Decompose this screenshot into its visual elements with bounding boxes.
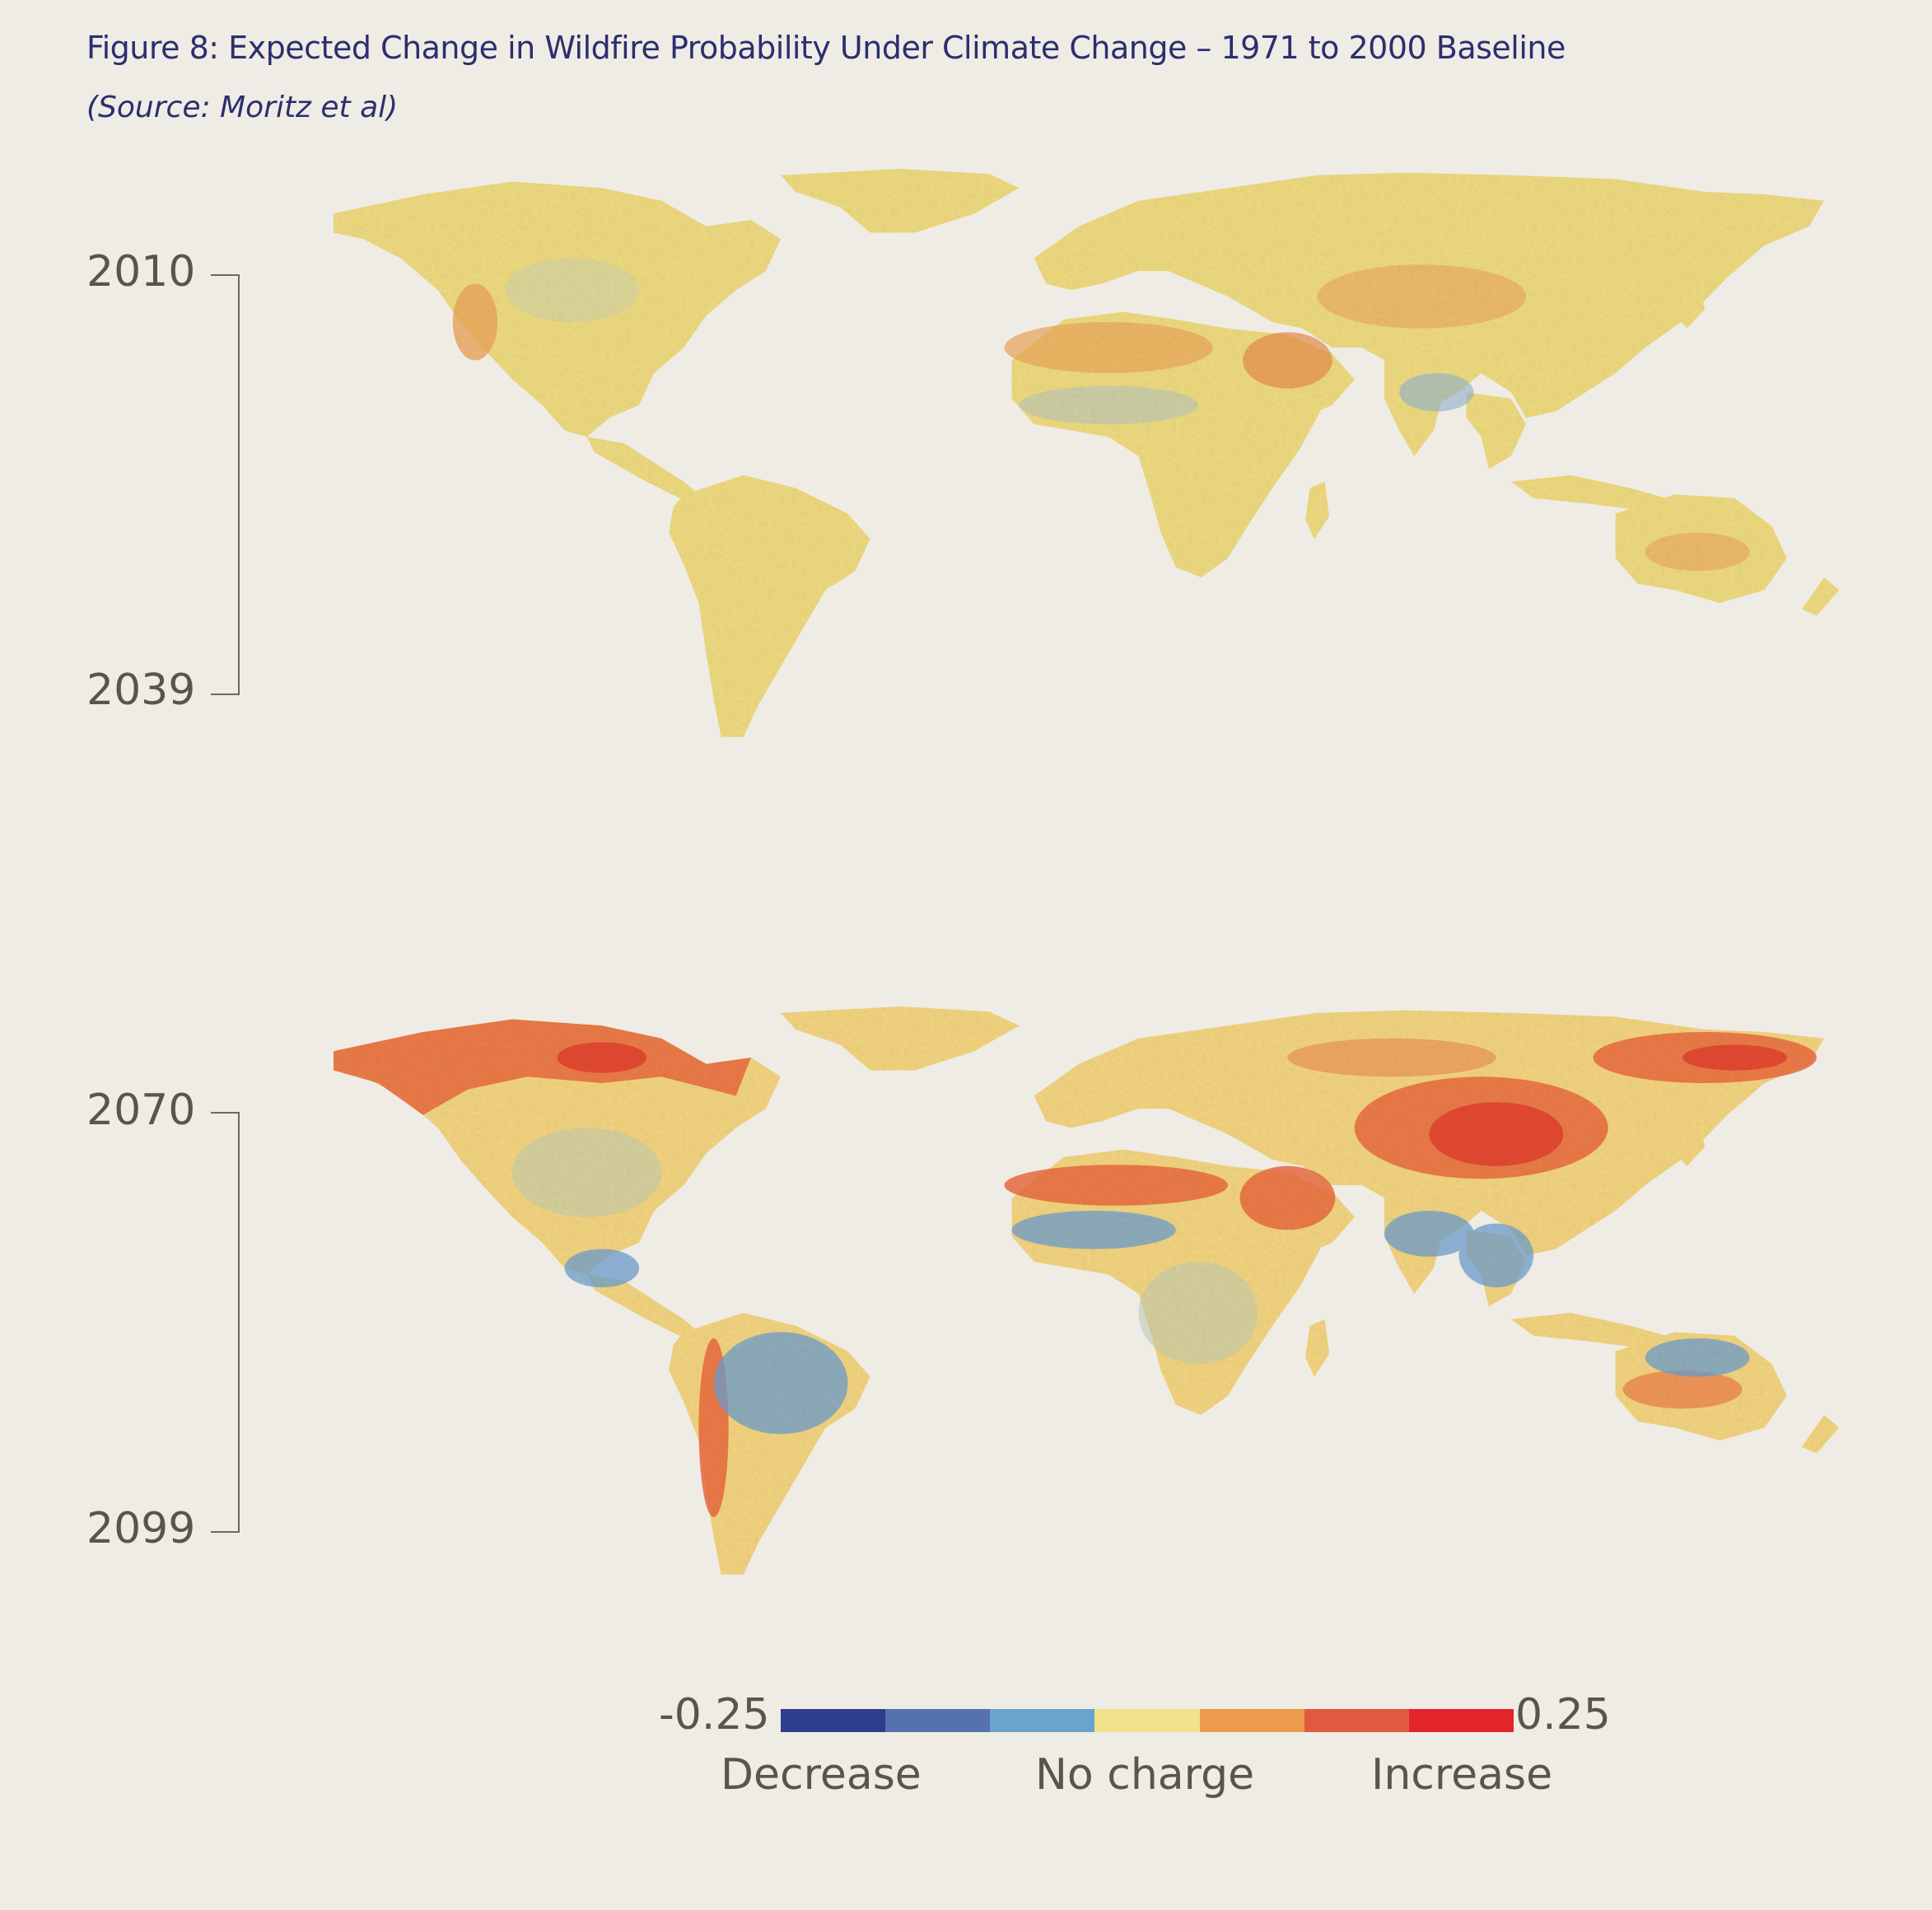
figure-title: Figure 8: Expected Change in Wildfire Pr…	[86, 30, 1566, 66]
coolspot-sahel	[1019, 385, 1198, 424]
map-2070-2099	[334, 1006, 1840, 1575]
map-2010-2039	[334, 169, 1840, 737]
hotspot-mexico	[452, 283, 498, 361]
color-scale-segment	[781, 1709, 886, 1732]
color-scale-segment	[1199, 1709, 1305, 1732]
hotspot-sahara	[1004, 322, 1213, 373]
panel2-bracket	[211, 1112, 240, 1533]
hotspot-arabia	[1243, 332, 1332, 389]
coolspot-india	[1399, 373, 1474, 412]
coolspot-canada	[505, 258, 640, 322]
hotspot-central-asia	[1317, 264, 1526, 329]
panel2-end-year: 2099	[86, 1504, 196, 1553]
scale-max-label: 0.25	[1515, 1690, 1611, 1740]
color-scale-segment	[1094, 1709, 1201, 1732]
panel1-end-year: 2039	[86, 665, 196, 715]
color-scale-segment	[990, 1709, 1095, 1732]
panel1-bracket	[211, 274, 240, 695]
figure-source: (Source: Moritz et al)	[86, 91, 399, 124]
color-scale-segment	[1408, 1709, 1514, 1732]
scale-increase-label: Increase	[1371, 1750, 1553, 1800]
panel2-start-year: 2070	[86, 1086, 196, 1135]
color-scale-segment	[885, 1709, 991, 1732]
hotspot-australia	[1645, 532, 1750, 572]
neutral-regions	[512, 1128, 1258, 1364]
scale-decrease-label: Decrease	[721, 1750, 922, 1800]
scale-min-label: -0.25	[659, 1690, 770, 1740]
very-hot-regions	[557, 1042, 1787, 1166]
cool-regions	[564, 1211, 1750, 1435]
panel1-start-year: 2010	[86, 247, 196, 297]
color-scale-segment	[1304, 1709, 1410, 1732]
scale-no-change-label: No charge	[1035, 1750, 1255, 1800]
